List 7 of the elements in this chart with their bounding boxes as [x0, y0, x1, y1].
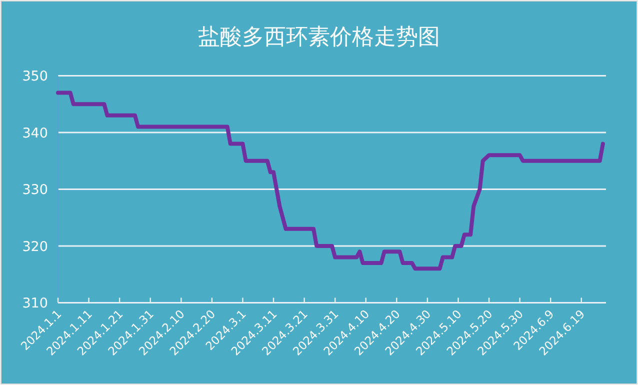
y-tick-label: 330 [22, 182, 48, 198]
line-series [56, 90, 605, 271]
y-tick-label: 340 [22, 125, 48, 142]
y-tick-label: 320 [22, 238, 48, 255]
y-tick-label: 310 [22, 296, 48, 312]
chart-title: 盐酸多西环素价格走势图 [198, 25, 440, 50]
y-tick-label: 350 [22, 68, 48, 85]
